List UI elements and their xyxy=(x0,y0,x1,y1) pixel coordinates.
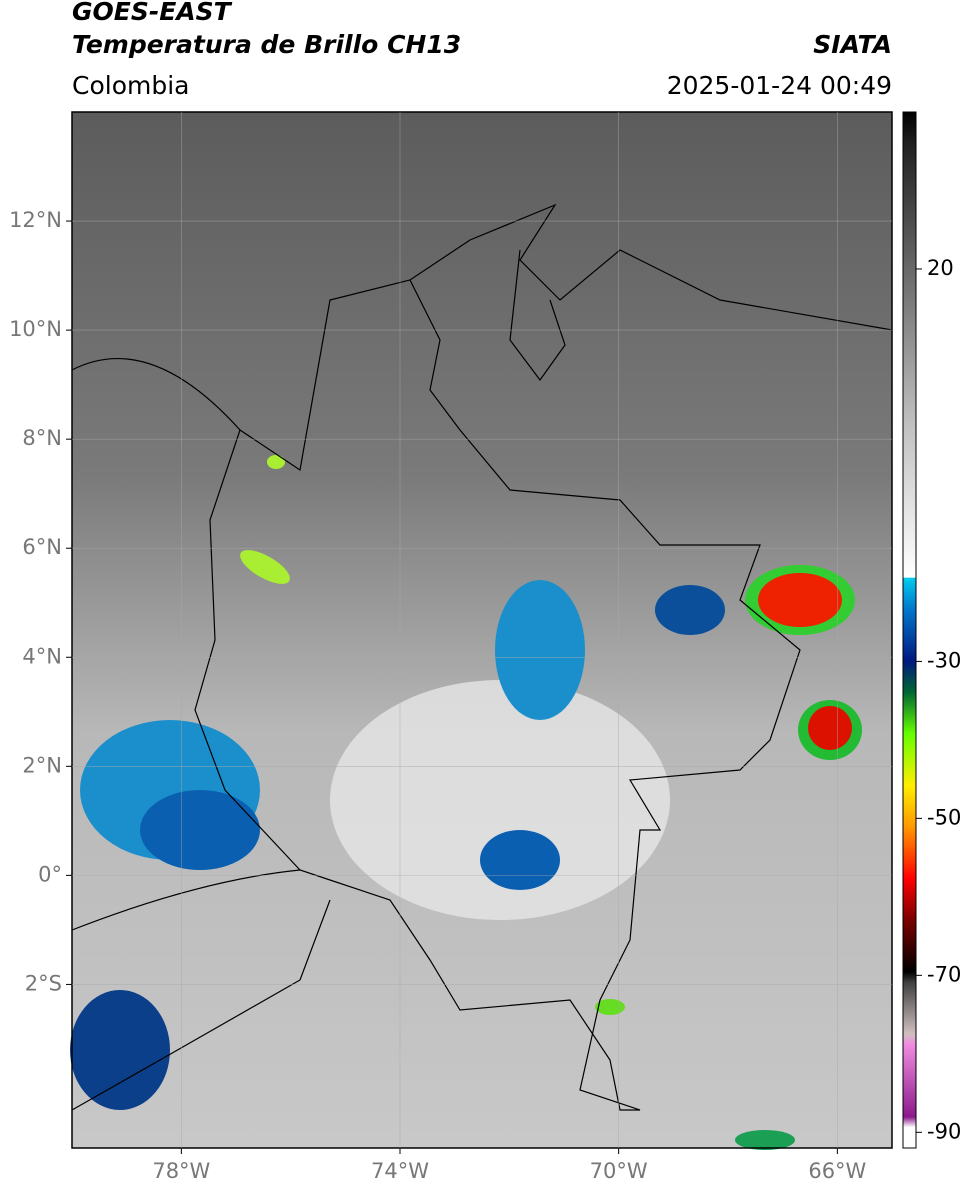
imagery xyxy=(70,112,892,1150)
lon-label: 70°W xyxy=(590,1159,648,1183)
colorbar-label: 20 xyxy=(927,256,954,280)
lat-label: 6°N xyxy=(22,535,62,559)
colorbar-label: -30 xyxy=(927,648,961,672)
colorbar-label: -70 xyxy=(927,962,961,986)
map-frame xyxy=(71,111,893,1149)
lat-label: 8°N xyxy=(22,426,62,450)
lat-label: 4°N xyxy=(22,644,62,668)
lat-label: 2°N xyxy=(22,753,62,777)
borders xyxy=(71,203,893,1111)
title: GOES-EAST xyxy=(72,0,233,26)
colorbar xyxy=(902,111,917,1149)
colorbar-label: -50 xyxy=(927,805,961,829)
lon-label: 66°W xyxy=(808,1159,866,1183)
lat-label: 10°N xyxy=(9,317,62,341)
lat-label: 12°N xyxy=(9,208,62,232)
lat-label: 2°S xyxy=(25,971,62,995)
colorbar-label: -90 xyxy=(927,1119,961,1143)
lon-label: 74°W xyxy=(371,1159,429,1183)
subtitle: Temperatura de Brillo CH13 xyxy=(72,30,461,59)
lat-label: 0° xyxy=(38,862,62,886)
lon-label: 78°W xyxy=(152,1159,210,1183)
region: Colombia xyxy=(72,71,189,100)
datetime: 2025-01-24 00:49 xyxy=(667,71,892,100)
source: SIATA xyxy=(813,30,892,59)
